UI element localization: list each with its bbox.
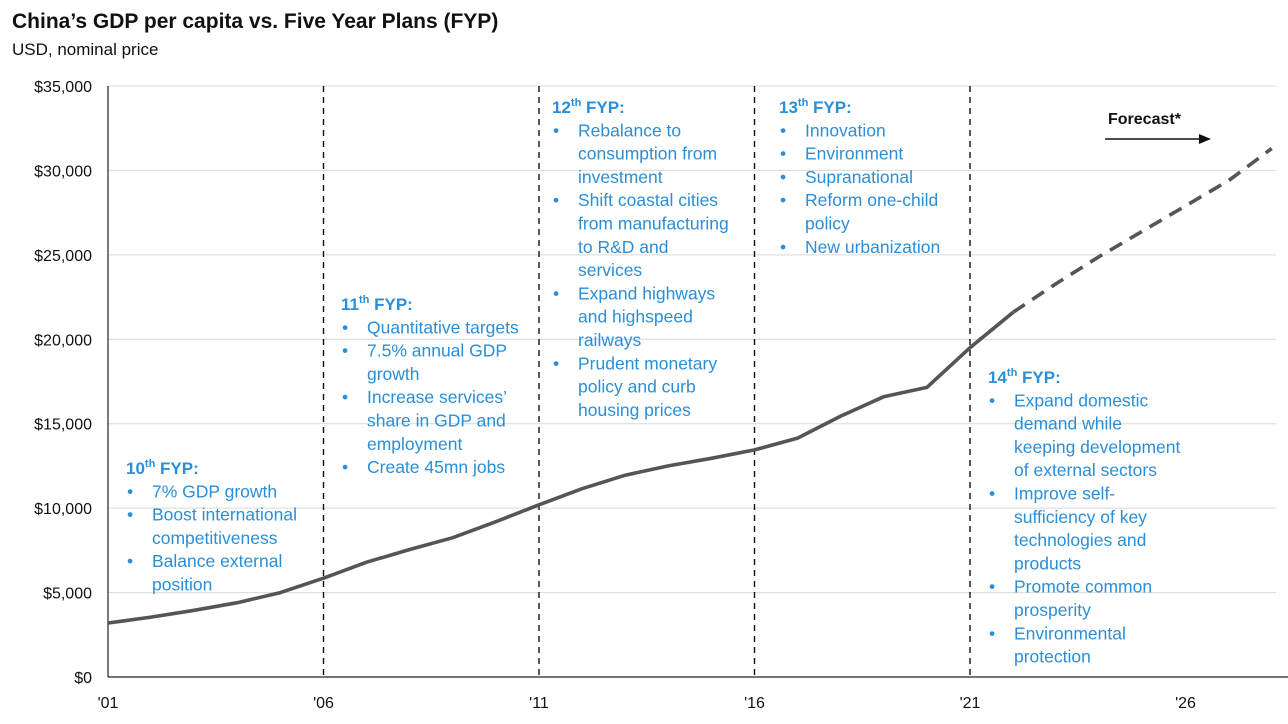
fyp-annotation-title: 13th FYP: xyxy=(779,97,852,117)
bullet-dot: • xyxy=(989,484,995,504)
fyp-bullet-text: to R&D and xyxy=(578,237,668,257)
fyp-bullet-text: Prudent monetary xyxy=(578,353,717,373)
forecast-label: Forecast* xyxy=(1108,111,1182,128)
bullet-dot: • xyxy=(127,481,133,501)
fyp-bullet-text: Innovation xyxy=(805,120,886,140)
y-tick-label: $15,000 xyxy=(34,417,92,434)
y-tick-label: $10,000 xyxy=(34,501,92,518)
fyp-bullet-text: prosperity xyxy=(1014,600,1091,620)
fyp-bullet-text: Reform one-child xyxy=(805,190,938,210)
fyp-bullet-text: 7.5% annual GDP xyxy=(367,341,507,361)
x-tick-label: '11 xyxy=(529,695,549,712)
fyp-bullet-text: of external sectors xyxy=(1014,460,1157,480)
fyp-bullet-text: Improve self- xyxy=(1014,484,1115,504)
chart-subtitle: USD, nominal price xyxy=(12,40,159,59)
y-tick-label: $0 xyxy=(74,670,92,687)
x-tick-label: '16 xyxy=(744,695,765,712)
y-tick-label: $20,000 xyxy=(34,332,92,349)
fyp-bullet-text: employment xyxy=(367,434,462,454)
bullet-dot: • xyxy=(780,237,786,257)
forecast-series-line xyxy=(1012,147,1273,314)
y-tick-label: $5,000 xyxy=(43,586,92,603)
fyp-bullet-text: Environmental xyxy=(1014,623,1126,643)
fyp-bullet-text: services xyxy=(578,260,642,280)
chart-title: China’s GDP per capita vs. Five Year Pla… xyxy=(12,10,499,33)
fyp-bullet-text: housing prices xyxy=(578,400,691,420)
bullet-dot: • xyxy=(780,144,786,164)
y-tick-label: $30,000 xyxy=(34,163,92,180)
x-tick-label: '26 xyxy=(1175,695,1196,712)
bullet-dot: • xyxy=(553,120,559,140)
bullet-dot: • xyxy=(553,283,559,303)
fyp-bullet-text: Rebalance to xyxy=(578,120,681,140)
forecast-marker: Forecast* xyxy=(1105,111,1211,144)
fyp-annotation-10: 10th FYP: • 7% GDP growth • Boost internatio… xyxy=(126,458,297,595)
fyp-bullet-text: Create 45mn jobs xyxy=(367,457,505,477)
fyp-bullet-text: 7% GDP growth xyxy=(152,481,277,501)
bullet-dot: • xyxy=(780,120,786,140)
fyp-bullet-text: demand while xyxy=(1014,414,1122,434)
bullet-dot: • xyxy=(342,317,348,337)
bullet-dot: • xyxy=(127,551,133,571)
gdp-series-line xyxy=(107,310,1015,625)
annotation-layer: 10th FYP: • 7% GDP growth • Boost internatio… xyxy=(126,97,1181,667)
fyp-annotation-14: 14th FYP: • Expand domestic demand while kee… xyxy=(988,367,1181,667)
fyp-bullet-text: Expand highways xyxy=(578,283,715,303)
bullet-dot: • xyxy=(989,577,995,597)
fyp-bullet-text: position xyxy=(152,575,212,595)
fyp-bullet-text: Balance external xyxy=(152,551,282,571)
y-tick-label: $25,000 xyxy=(34,248,92,265)
fyp-bullet-text: Environment xyxy=(805,144,903,164)
grid-layer xyxy=(108,85,1276,594)
y-tick-label: $35,000 xyxy=(34,79,92,96)
fyp-bullet-text: policy xyxy=(805,214,850,234)
series-layer xyxy=(107,147,1273,625)
forecast-arrow-head-icon xyxy=(1199,134,1211,144)
x-tick-label: '01 xyxy=(98,695,119,712)
fyp-bullet-text: policy and curb xyxy=(578,377,696,397)
bullet-dot: • xyxy=(553,190,559,210)
fyp-bullet-text: keeping development xyxy=(1014,437,1181,457)
fyp-bullet-text: Boost international xyxy=(152,505,297,525)
fyp-bullet-text: Supranational xyxy=(805,167,913,187)
fyp-bullet-text: consumption from xyxy=(578,144,717,164)
fyp-annotation-title: 12th FYP: xyxy=(552,97,625,117)
bullet-dot: • xyxy=(342,387,348,407)
bullet-dot: • xyxy=(127,505,133,525)
fyp-bullet-text: investment xyxy=(578,167,663,187)
fyp-annotation-title: 11th FYP: xyxy=(341,294,413,314)
fyp-bullet-text: Quantitative targets xyxy=(367,317,519,337)
fyp-bullet-text: products xyxy=(1014,553,1081,573)
x-tick-label: '21 xyxy=(960,695,981,712)
bullet-dot: • xyxy=(989,390,995,410)
fyp-bullet-text: Promote common xyxy=(1014,577,1152,597)
fyp-bullet-text: competitiveness xyxy=(152,528,278,548)
fyp-bullet-text: Increase services’ xyxy=(367,387,507,407)
fyp-bullet-text: from manufacturing xyxy=(578,214,729,234)
bullet-dot: • xyxy=(342,457,348,477)
bullet-dot: • xyxy=(342,341,348,361)
fyp-bullet-text: share in GDP and xyxy=(367,411,506,431)
fyp-bullet-text: New urbanization xyxy=(805,237,940,257)
axis-layer: $0 $5,000 $10,000 $15,000 $20,000 $25,000 $30,… xyxy=(34,79,1288,712)
fyp-annotation-title: 14th FYP: xyxy=(988,367,1061,387)
fyp-bullet-text: growth xyxy=(367,364,420,384)
fyp-bullet-text: Expand domestic xyxy=(1014,390,1148,410)
bullet-dot: • xyxy=(780,167,786,187)
fyp-bullet-text: Shift coastal cities xyxy=(578,190,718,210)
fyp-annotation-12: 12th FYP: • Rebalance to consumption from in… xyxy=(552,97,729,420)
fyp-bullet-text: and highspeed xyxy=(578,307,693,327)
fyp-annotation-11: 11th FYP: • Quantitative targets • 7.5% annu… xyxy=(341,294,519,477)
fyp-bullet-text: railways xyxy=(578,330,641,350)
bullet-dot: • xyxy=(780,190,786,210)
bullet-dot: • xyxy=(553,353,559,373)
fyp-bullet-text: technologies and xyxy=(1014,530,1146,550)
fyp-bullet-text: sufficiency of key xyxy=(1014,507,1147,527)
fyp-bullet-text: protection xyxy=(1014,647,1091,667)
bullet-dot: • xyxy=(989,623,995,643)
fyp-annotation-13: 13th FYP: • Innovation • Environment • Suprana… xyxy=(779,97,940,257)
x-tick-label: '06 xyxy=(313,695,334,712)
fyp-annotation-title: 10th FYP: xyxy=(126,458,199,478)
